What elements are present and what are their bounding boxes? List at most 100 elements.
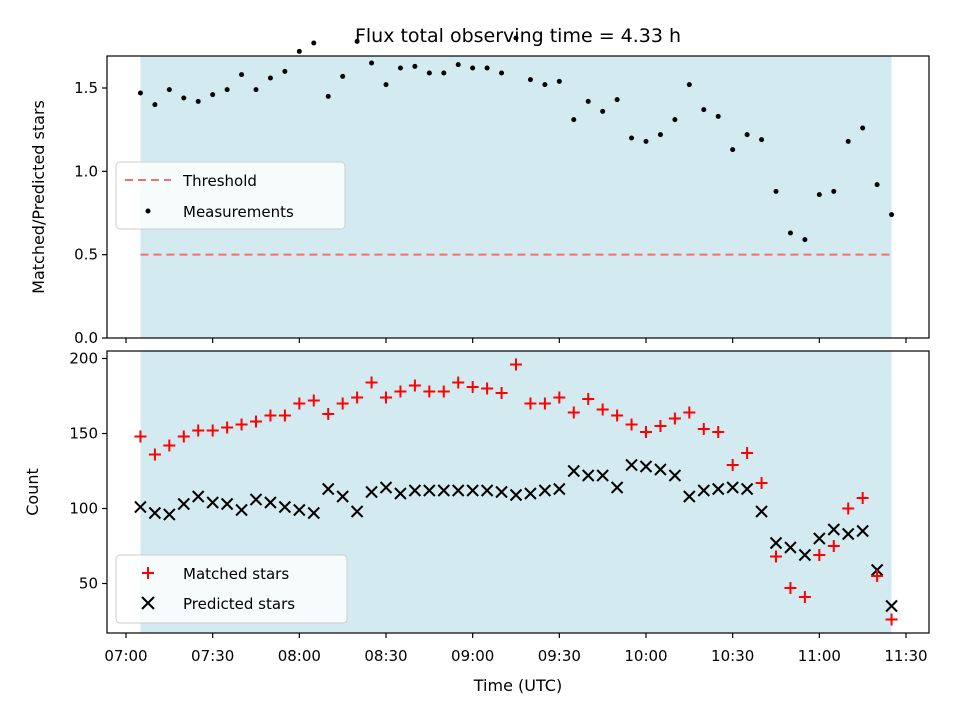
matched-star-point: [192, 424, 205, 437]
legend-matched-swatch: [142, 567, 154, 579]
x-tick-label: 08:00: [278, 647, 321, 665]
measurement-point: [383, 82, 389, 88]
predicted-star-point: [740, 482, 754, 496]
matched-star-point: [798, 591, 811, 603]
predicted-star-point: [264, 496, 277, 509]
measurement-point: [571, 117, 577, 123]
predicted-star-point: [350, 505, 364, 518]
matched-star-point: [264, 409, 277, 422]
measurement-point: [759, 137, 765, 143]
y-tick-label: 0.0: [74, 329, 98, 347]
measurement-point: [325, 93, 331, 99]
predicted-star-point: [206, 496, 219, 509]
predicted-star-point: [466, 484, 479, 497]
predicted-star-point: [134, 500, 147, 514]
predicted-star-point: [755, 505, 768, 518]
predicted-star-point: [784, 541, 797, 554]
predicted-star-point: [798, 548, 812, 562]
matched-star-point: [423, 385, 436, 398]
measurement-point: [484, 65, 490, 71]
y-tick-label: 200: [69, 350, 98, 368]
predicted-star-point: [235, 503, 248, 517]
predicted-star-point: [163, 508, 176, 521]
legend-predicted-label: Predicted stars: [183, 595, 295, 613]
x-tick-label: 09:30: [538, 647, 581, 665]
measurement-point: [340, 73, 346, 79]
predicted-star-point: [220, 497, 234, 511]
matched-star-point: [582, 393, 595, 405]
measurement-point: [701, 107, 707, 113]
matched-star-point: [813, 549, 826, 561]
matched-star-point: [365, 376, 378, 389]
predicted-star-point: [842, 527, 855, 541]
predicted-star-point: [177, 497, 190, 511]
measurement-point: [643, 138, 649, 144]
top-y-axis-label: Matched/Predicted stars: [29, 100, 48, 294]
x-tick-label: 07:30: [191, 647, 234, 665]
matched-star-point: [481, 382, 494, 395]
matched-star-point: [148, 448, 161, 461]
measurement-point: [816, 192, 822, 198]
matched-star-point: [524, 397, 537, 410]
bottom-panel: 50 100 150 200 07:00 07:30 08:00 08:30 09:00 09:…: [23, 350, 930, 695]
measurement-point: [686, 82, 692, 88]
matched-star-point: [452, 376, 465, 389]
measurement-point: [585, 98, 591, 104]
y-tick-label: 1.5: [74, 79, 98, 97]
measurement-point: [296, 48, 302, 54]
predicted-star-point: [856, 524, 869, 538]
measurement-point: [397, 65, 403, 71]
measurement-point: [672, 117, 678, 123]
matched-star-point: [697, 423, 710, 435]
matched-star-point: [640, 426, 652, 438]
predicted-star-point: [495, 485, 508, 499]
matched-star-point: [466, 381, 479, 393]
y-tick-label: 1.0: [74, 162, 98, 180]
x-tick-label: 10:30: [711, 647, 754, 665]
measurement-point: [369, 60, 375, 66]
measurement-point: [874, 182, 880, 188]
legend-threshold-label: Threshold: [182, 172, 257, 190]
measurement-point: [181, 95, 187, 101]
legend-measurements-swatch: [145, 208, 151, 214]
matched-star-point: [538, 397, 551, 410]
legend-matched-label: Matched stars: [183, 565, 289, 583]
top-legend: Threshold Measurements: [115, 161, 346, 230]
matched-star-point: [307, 394, 320, 407]
matched-star-point: [654, 420, 667, 432]
predicted-star-point: [278, 500, 292, 514]
x-tick-label: 09:00: [451, 647, 494, 665]
matched-star-point: [177, 430, 190, 443]
measurement-point: [657, 132, 663, 138]
predicted-star-point: [668, 469, 682, 482]
measurement-point: [556, 78, 562, 84]
measurement-point: [802, 237, 808, 243]
matched-star-point: [871, 570, 884, 582]
matched-star-point: [495, 387, 508, 399]
predicted-star-point: [480, 484, 494, 497]
predicted-star-point: [610, 481, 624, 494]
matched-star-point: [770, 550, 782, 563]
matched-star-point: [885, 613, 898, 626]
matched-star-point: [553, 391, 566, 404]
matched-star-point: [596, 403, 609, 416]
measurement-point: [527, 77, 533, 83]
predicted-star-point: [408, 484, 422, 497]
matched-star-point: [351, 391, 364, 404]
predicted-star-point: [192, 490, 205, 503]
measurement-point: [253, 87, 259, 93]
predicted-star-point: [307, 506, 320, 520]
matched-star-point: [683, 406, 696, 419]
measurement-point: [889, 212, 895, 218]
predicted-star-point: [437, 484, 450, 497]
matched-star-point: [322, 408, 335, 420]
predicted-star-point: [639, 460, 653, 473]
predicted-star-point: [625, 458, 638, 472]
predicted-star-point: [712, 482, 725, 496]
measurement-point: [455, 62, 461, 68]
matched-star-point: [842, 502, 855, 515]
matched-star-point: [611, 409, 624, 422]
predicted-star-point: [567, 464, 580, 478]
measurement-point: [614, 97, 620, 103]
predicted-star-point: [524, 487, 537, 500]
